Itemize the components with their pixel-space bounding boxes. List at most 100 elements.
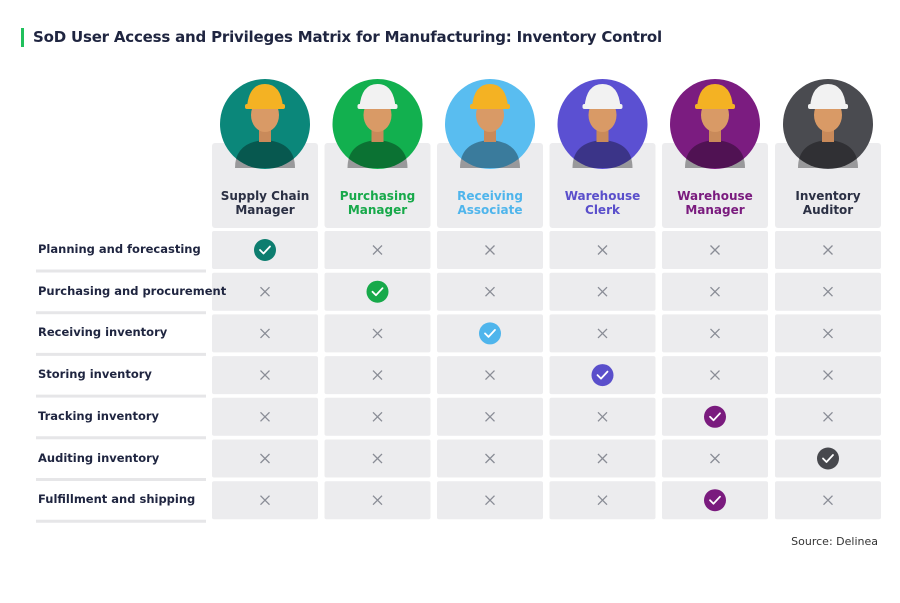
row-label: Tracking inventory bbox=[38, 408, 160, 423]
avatar-helmet-brim bbox=[808, 104, 848, 109]
row-label-bg bbox=[36, 231, 206, 269]
cross-mark bbox=[260, 495, 270, 506]
access-cross bbox=[485, 411, 495, 422]
avatar-helmet bbox=[359, 84, 396, 107]
cross-mark bbox=[597, 328, 608, 339]
access-cross bbox=[372, 245, 383, 255]
avatar-body bbox=[235, 140, 295, 168]
avatar-body bbox=[572, 140, 633, 168]
avatar-body bbox=[347, 140, 408, 168]
cross-mark bbox=[372, 411, 383, 422]
check-mark bbox=[596, 370, 609, 380]
access-cross bbox=[485, 286, 495, 297]
cross-mark bbox=[260, 453, 270, 464]
access-cross bbox=[485, 245, 495, 255]
avatar-helmet-brim bbox=[245, 104, 285, 109]
column-header: Receiving Associate bbox=[457, 189, 523, 217]
cross-mark bbox=[372, 245, 383, 255]
column-header: Inventory Auditor bbox=[795, 189, 861, 217]
access-check bbox=[591, 364, 614, 387]
cross-mark bbox=[823, 495, 833, 506]
row-label: Fulfillment and shipping bbox=[38, 492, 196, 507]
avatar-helmet bbox=[247, 84, 283, 107]
access-cross bbox=[372, 453, 383, 464]
access-cross bbox=[710, 328, 720, 339]
cross-mark bbox=[372, 370, 383, 381]
row-label-bg bbox=[36, 439, 206, 478]
access-cross bbox=[597, 245, 608, 255]
column-header: Warehouse Manager bbox=[677, 189, 753, 217]
cross-mark bbox=[710, 370, 720, 381]
cross-mark bbox=[823, 370, 833, 381]
access-cross bbox=[485, 453, 495, 464]
avatar-body bbox=[798, 140, 858, 168]
access-cross bbox=[823, 411, 833, 422]
avatar-helmet bbox=[472, 84, 508, 107]
cross-mark bbox=[710, 245, 720, 255]
access-cross bbox=[597, 411, 608, 422]
cross-mark bbox=[597, 245, 608, 255]
row-label: Purchasing and procurement bbox=[38, 283, 227, 298]
check-circle bbox=[254, 239, 276, 261]
cross-mark bbox=[710, 286, 720, 297]
access-cross bbox=[485, 370, 495, 381]
access-cross bbox=[823, 245, 833, 255]
avatar-helmet bbox=[810, 84, 846, 107]
access-cross bbox=[823, 495, 833, 506]
access-check bbox=[479, 322, 501, 345]
check-mark bbox=[709, 495, 721, 505]
cross-mark bbox=[485, 411, 495, 422]
cross-mark bbox=[823, 286, 833, 297]
access-cross bbox=[260, 411, 270, 422]
avatar-body bbox=[460, 140, 520, 168]
row-label: Planning and forecasting bbox=[38, 242, 201, 256]
cross-mark bbox=[260, 370, 270, 381]
check-circle bbox=[479, 322, 501, 345]
source-note: Source: Delinea bbox=[791, 535, 878, 548]
cross-mark bbox=[372, 328, 383, 339]
cross-mark bbox=[597, 286, 608, 297]
avatar-helmet-brim bbox=[695, 104, 735, 109]
cross-mark bbox=[597, 411, 608, 422]
access-cross bbox=[823, 328, 833, 339]
check-mark bbox=[371, 287, 384, 297]
cross-mark bbox=[710, 328, 720, 339]
column-header: Supply Chain Manager bbox=[220, 189, 310, 217]
check-circle bbox=[591, 364, 614, 387]
access-check bbox=[254, 239, 276, 261]
avatar bbox=[670, 79, 760, 169]
access-cross bbox=[823, 370, 833, 381]
avatar bbox=[332, 79, 423, 169]
check-mark bbox=[484, 329, 496, 338]
cross-mark bbox=[823, 411, 833, 422]
avatar-helmet bbox=[584, 84, 621, 107]
header-card bbox=[775, 143, 881, 228]
row-label-bg bbox=[36, 314, 206, 353]
header-card bbox=[324, 143, 431, 228]
access-check bbox=[704, 405, 726, 428]
avatar-helmet bbox=[697, 84, 733, 107]
cross-mark bbox=[597, 495, 608, 506]
cross-mark bbox=[485, 495, 495, 506]
check-circle bbox=[817, 447, 839, 470]
access-cross bbox=[372, 495, 383, 506]
access-check bbox=[704, 489, 726, 512]
avatar bbox=[445, 79, 535, 169]
access-cross bbox=[823, 286, 833, 297]
access-cross bbox=[260, 453, 270, 464]
access-cross bbox=[710, 245, 720, 255]
row-label-bg bbox=[36, 397, 206, 436]
access-cross bbox=[260, 328, 270, 339]
check-circle bbox=[704, 405, 726, 428]
cross-mark bbox=[823, 245, 833, 255]
row-label: Receiving inventory bbox=[38, 325, 168, 340]
cross-mark bbox=[372, 453, 383, 464]
cross-mark bbox=[260, 411, 270, 422]
cross-mark bbox=[823, 328, 833, 339]
cross-mark bbox=[485, 370, 495, 381]
access-cross bbox=[260, 495, 270, 506]
avatar-helmet-brim bbox=[470, 104, 510, 109]
access-cross bbox=[597, 453, 608, 464]
